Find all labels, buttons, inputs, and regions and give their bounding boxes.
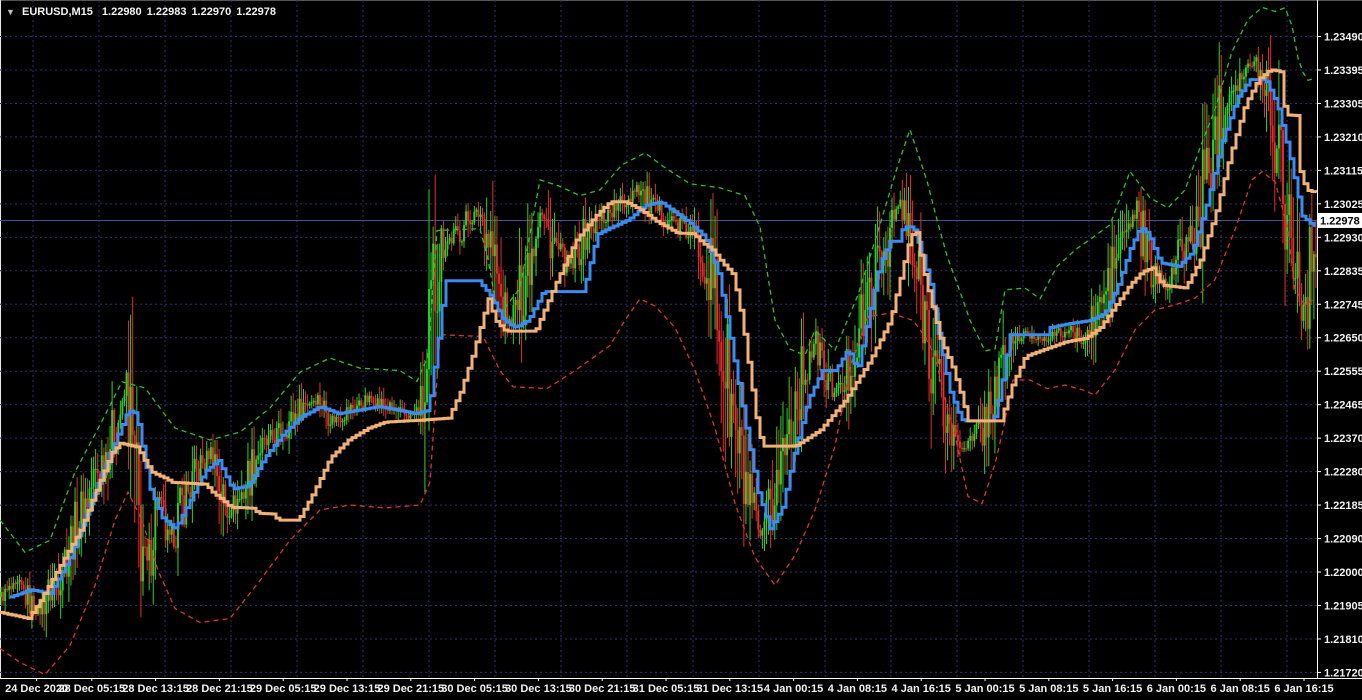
quote-line: EURUSD,M15 1.22980 1.22983 1.22970 1.22978 — [22, 6, 276, 18]
price-tick-label: 1.22555 — [1324, 366, 1362, 378]
price-tick-label: 1.23490 — [1324, 32, 1362, 44]
time-tick-label: 6 Jan 00:15 — [1147, 683, 1206, 695]
time-tick-label: 29 Dec 21:15 — [377, 683, 444, 695]
lower-band-line — [0, 170, 1317, 676]
candles-layer — [0, 35, 1317, 638]
grid-layer — [0, 0, 1317, 678]
price-tick-label: 1.22465 — [1324, 400, 1362, 412]
symbol-label: EURUSD,M15 — [22, 6, 93, 18]
time-tick-label: 30 Dec 21:15 — [569, 683, 636, 695]
time-tick-label: 24 Dec 2020 — [5, 683, 68, 695]
price-tick-label: 1.23305 — [1324, 98, 1362, 110]
symbol-dropdown-icon[interactable]: ▼ — [6, 7, 15, 17]
window-border — [0, 0, 1362, 678]
time-tick-label: 5 Jan 00:15 — [955, 683, 1014, 695]
current-price-value: 1.22978 — [1320, 215, 1360, 227]
time-tick-label: 28 Dec 13:15 — [122, 683, 189, 695]
price-tick-label: 1.22650 — [1324, 333, 1362, 345]
price-tick-label: 1.23210 — [1324, 132, 1362, 144]
price-tick-label: 1.22370 — [1324, 433, 1362, 445]
time-tick-label: 4 Jan 16:15 — [892, 683, 951, 695]
price-axis: 1.23490 1.23395 1.23305 1.23210 1.23115 1.230… — [1317, 32, 1362, 679]
price-tick-label: 1.23395 — [1324, 65, 1362, 77]
price-tick-label: 1.23025 — [1324, 199, 1362, 211]
time-tick-label: 30 Dec 13:15 — [505, 683, 572, 695]
time-tick-label: 6 Jan 08:15 — [1211, 683, 1270, 695]
time-tick-label: 4 Jan 08:15 — [828, 683, 887, 695]
price-tick-label: 1.21905 — [1324, 600, 1362, 612]
axis-frame — [0, 0, 1362, 679]
price-tick-label: 1.22930 — [1324, 232, 1362, 244]
price-tick-label: 1.22280 — [1324, 467, 1362, 479]
time-tick-label: 6 Jan 16:15 — [1274, 683, 1333, 695]
price-tick-label: 1.22000 — [1324, 567, 1362, 579]
quote-close: 1.22978 — [236, 6, 276, 18]
price-tick-label: 1.22185 — [1324, 500, 1362, 512]
time-tick-label: 28 Dec 21:15 — [186, 683, 253, 695]
price-tick-label: 1.22745 — [1324, 299, 1362, 311]
quote-open: 1.22980 — [102, 6, 142, 18]
slow-ma-line — [0, 68, 1318, 620]
time-tick-label: 31 Dec 13:15 — [696, 683, 763, 695]
time-tick-label: 31 Dec 05:15 — [633, 683, 700, 695]
price-tick-label: 1.22835 — [1324, 266, 1362, 278]
time-tick-label: 29 Dec 13:15 — [314, 683, 381, 695]
price-tick-label: 1.22090 — [1324, 534, 1362, 546]
fast-ma-line — [10, 78, 1316, 599]
time-tick-label: 30 Dec 05:15 — [441, 683, 508, 695]
current-price-tag: 1.22978 — [1318, 212, 1362, 228]
time-tick-label: 28 Dec 05:15 — [58, 683, 125, 695]
quote-low: 1.22970 — [191, 6, 231, 18]
time-tick-label: 4 Jan 00:15 — [764, 683, 823, 695]
time-tick-label: 5 Jan 16:15 — [1083, 683, 1142, 695]
price-tick-label: 1.21720 — [1324, 667, 1362, 679]
time-tick-label: 29 Dec 05:15 — [250, 683, 317, 695]
quote-high: 1.22983 — [147, 6, 187, 18]
price-tick-label: 1.21810 — [1324, 634, 1362, 646]
price-tick-label: 1.23115 — [1324, 165, 1362, 177]
time-tick-label: 5 Jan 08:15 — [1019, 683, 1078, 695]
chart-title: ▼ EURUSD,M15 1.22980 1.22983 1.22970 1.22978 — [6, 6, 276, 18]
